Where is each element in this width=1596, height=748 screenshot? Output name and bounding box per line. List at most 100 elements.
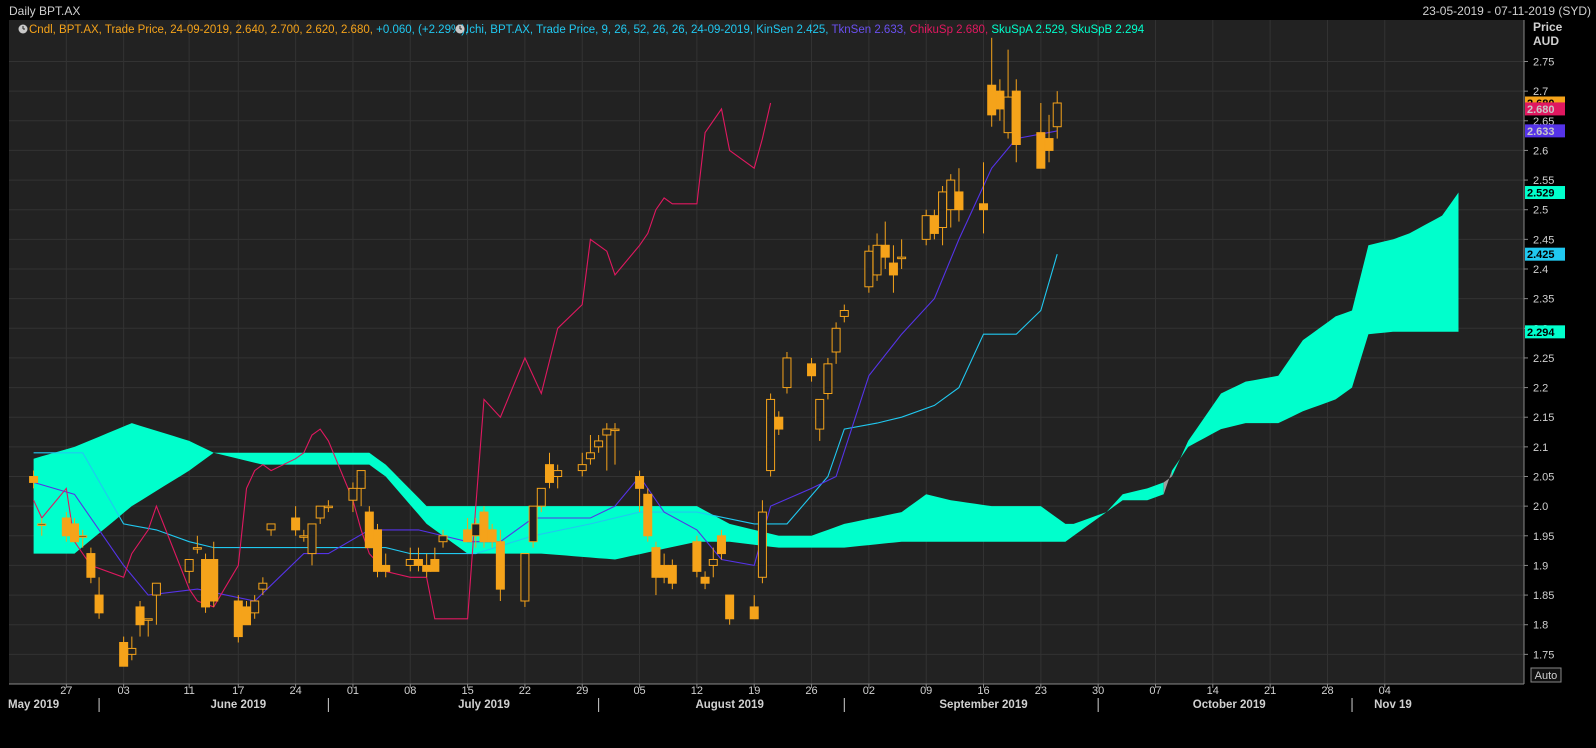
candle-body-down xyxy=(209,559,219,602)
month-label: October 2019 xyxy=(1193,699,1266,711)
candle-body-down xyxy=(888,262,898,276)
candle-body-down xyxy=(692,541,702,572)
candle-body-down xyxy=(135,606,145,626)
date-tick-label: 27 xyxy=(60,685,72,697)
price-tag: 2.633 xyxy=(1525,124,1565,138)
legend-tknsen: TknSen 2.633, xyxy=(832,24,907,36)
candle xyxy=(528,505,538,548)
candle-body-up xyxy=(938,191,948,229)
candle xyxy=(373,523,383,578)
candle-body-up xyxy=(782,357,792,389)
price-tick-label: 2.1 xyxy=(1533,442,1548,454)
candle xyxy=(479,506,489,548)
price-tick-label: 2.25 xyxy=(1533,353,1554,365)
candle-body-down xyxy=(495,541,505,590)
candle-body-down xyxy=(880,244,890,258)
cloud-bearish-area xyxy=(1163,470,1172,495)
auto-button-frame[interactable] xyxy=(1530,667,1562,683)
candle xyxy=(757,500,767,584)
candle-body-down xyxy=(544,464,554,483)
date-tick-label: 04 xyxy=(1379,685,1391,697)
date-tick-label: 17 xyxy=(232,685,244,697)
candle-body-down xyxy=(241,606,251,626)
legend-line: Cndl, BPT.AX, Trade Price, 24-09-2019, 2… xyxy=(18,24,1145,36)
candle xyxy=(536,487,546,513)
price-tick-label: 2.0 xyxy=(1533,501,1548,513)
candle-body-down xyxy=(487,529,497,543)
candle xyxy=(594,435,604,453)
candle xyxy=(774,411,784,435)
candle xyxy=(192,535,202,554)
candle-body-up xyxy=(471,523,481,537)
candle xyxy=(143,618,153,637)
price-tick-label: 2.05 xyxy=(1533,472,1554,484)
candle-body-up xyxy=(192,547,202,550)
candle xyxy=(70,518,80,543)
candle-body-up xyxy=(815,398,825,430)
candle-body-down xyxy=(86,553,96,578)
candle-body-up xyxy=(585,452,595,460)
price-tick-label: 2.5 xyxy=(1533,205,1548,217)
candle xyxy=(888,245,898,293)
auto-button-label[interactable]: Auto xyxy=(1535,670,1558,682)
candle xyxy=(700,571,710,590)
candle xyxy=(127,636,137,661)
price-tick-label: 2.4 xyxy=(1533,264,1548,276)
candle xyxy=(725,594,735,625)
candle-body-up xyxy=(323,505,333,509)
candle-body-up xyxy=(438,535,448,543)
candle xyxy=(151,582,161,625)
price-tick-label: 1.9 xyxy=(1533,560,1548,572)
candle xyxy=(880,221,890,269)
candle xyxy=(610,423,620,465)
ichimoku-cloud xyxy=(33,192,1459,560)
candle xyxy=(413,547,423,572)
price-tick-label: 2.7 xyxy=(1533,86,1548,98)
candle-body-up xyxy=(348,487,358,501)
price-tick-label: 2.6 xyxy=(1533,145,1548,157)
kinsen-line xyxy=(33,254,1058,555)
candle-body-up xyxy=(143,618,153,621)
candle xyxy=(250,595,260,619)
candle-body-down xyxy=(463,529,473,543)
price-axis-title: Price xyxy=(1533,20,1563,34)
date-tick-label: 01 xyxy=(347,685,359,697)
candle xyxy=(602,423,612,471)
candle-body-down xyxy=(749,606,759,620)
price-tick-label: 2.45 xyxy=(1533,234,1554,246)
candle xyxy=(184,559,194,584)
candle-body-up xyxy=(1003,96,1013,134)
price-tag-label: 2.680 xyxy=(1527,104,1555,116)
candle xyxy=(585,435,595,465)
candle xyxy=(692,535,702,578)
date-tick-label: 21 xyxy=(1264,685,1276,697)
legend-change: +0.060, (+2.29%), xyxy=(376,24,468,36)
candle-body-up xyxy=(258,582,268,590)
candle-body-up xyxy=(864,250,874,288)
candle-body-up xyxy=(299,535,309,538)
legend-text: Cndl, BPT.AX, Trade Price, 24-09-2019, 2… xyxy=(29,24,468,36)
candle-body-down xyxy=(70,523,80,543)
candle xyxy=(315,505,325,524)
candle xyxy=(438,529,448,548)
candle xyxy=(667,559,677,590)
date-tick-label: 23 xyxy=(1035,685,1047,697)
legend-ichi-text: Ichi, BPT.AX, Trade Price, 9, 26, 52, 26… xyxy=(466,24,1145,36)
candle xyxy=(291,506,301,536)
candle xyxy=(635,470,645,513)
candle-body-down xyxy=(479,511,489,543)
candle xyxy=(897,239,907,269)
candle-body-down xyxy=(995,90,1005,110)
candle-body-down xyxy=(716,535,726,555)
candle xyxy=(553,464,563,489)
candle-body-up xyxy=(766,398,776,472)
candle-body-down xyxy=(94,594,104,614)
candle-body-down xyxy=(413,559,423,566)
auto-scale-button[interactable]: Auto xyxy=(1530,667,1562,683)
candle xyxy=(323,500,333,513)
candle-body-down xyxy=(659,564,669,578)
candle-body-up xyxy=(37,523,47,526)
date-tick-label: 07 xyxy=(1149,685,1161,697)
candle xyxy=(495,529,505,601)
